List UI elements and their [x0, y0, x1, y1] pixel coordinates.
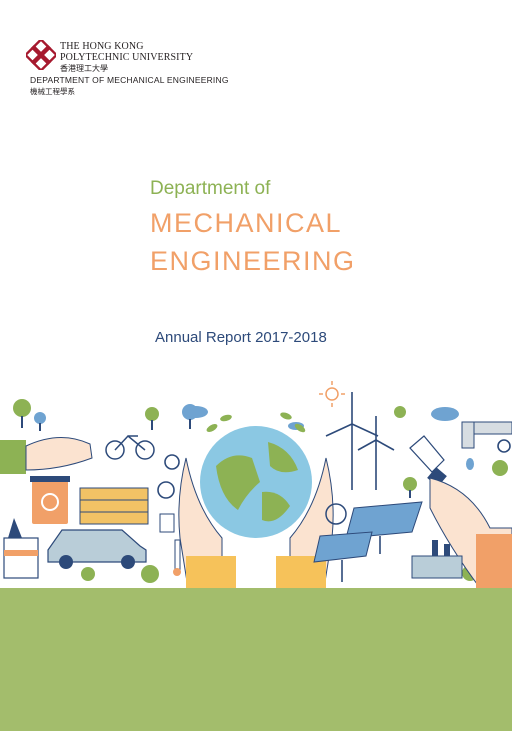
- globe-icon: [200, 426, 312, 538]
- university-name-chinese: 香港理工大學: [60, 64, 108, 73]
- hands-holding-globe-icon: [178, 457, 334, 588]
- report-subtitle: Annual Report 2017-2018: [155, 329, 327, 346]
- title-line-engineering: ENGINEERING: [150, 246, 356, 276]
- polyu-logo-icon: [26, 40, 56, 70]
- department-name-chinese: 機械工程學系: [30, 87, 75, 96]
- wind-turbine-icon: [325, 392, 395, 490]
- water-tap-icon: [461, 421, 512, 470]
- car-icon: [47, 529, 147, 569]
- recycle-icon: [325, 503, 347, 525]
- title-line-mechanical: MECHANICAL: [150, 208, 343, 238]
- factory-right-icon: [411, 540, 463, 579]
- title-line-department-of: Department of: [150, 178, 271, 199]
- sustainability-illustration: [0, 381, 512, 588]
- gear-icon: [157, 439, 511, 499]
- charging-station-icon: [159, 513, 181, 576]
- light-bulb-icon: [409, 435, 447, 487]
- factory-icon: [3, 518, 39, 579]
- crate-icon: [79, 487, 149, 525]
- footer-color-band: [0, 588, 512, 731]
- hand-right-icon: [429, 477, 512, 588]
- bicycle-icon: [105, 434, 155, 460]
- leaf-wreath-icon: [206, 412, 306, 433]
- hand-left-icon: [0, 436, 93, 474]
- university-name-line1: THE HONG KONG: [60, 41, 144, 52]
- solar-panel-icon: [313, 501, 423, 582]
- sun-icon: [319, 381, 345, 407]
- university-logo: THE HONG KONG POLYTECHNIC UNIVERSITY 香港理…: [26, 40, 326, 100]
- university-name-line2: POLYTECHNIC UNIVERSITY: [60, 52, 194, 63]
- cover-title: Department of MECHANICAL ENGINEERING: [150, 177, 470, 280]
- recycle-bin-icon: [30, 476, 70, 524]
- department-name-english: DEPARTMENT OF MECHANICAL ENGINEERING: [30, 75, 229, 85]
